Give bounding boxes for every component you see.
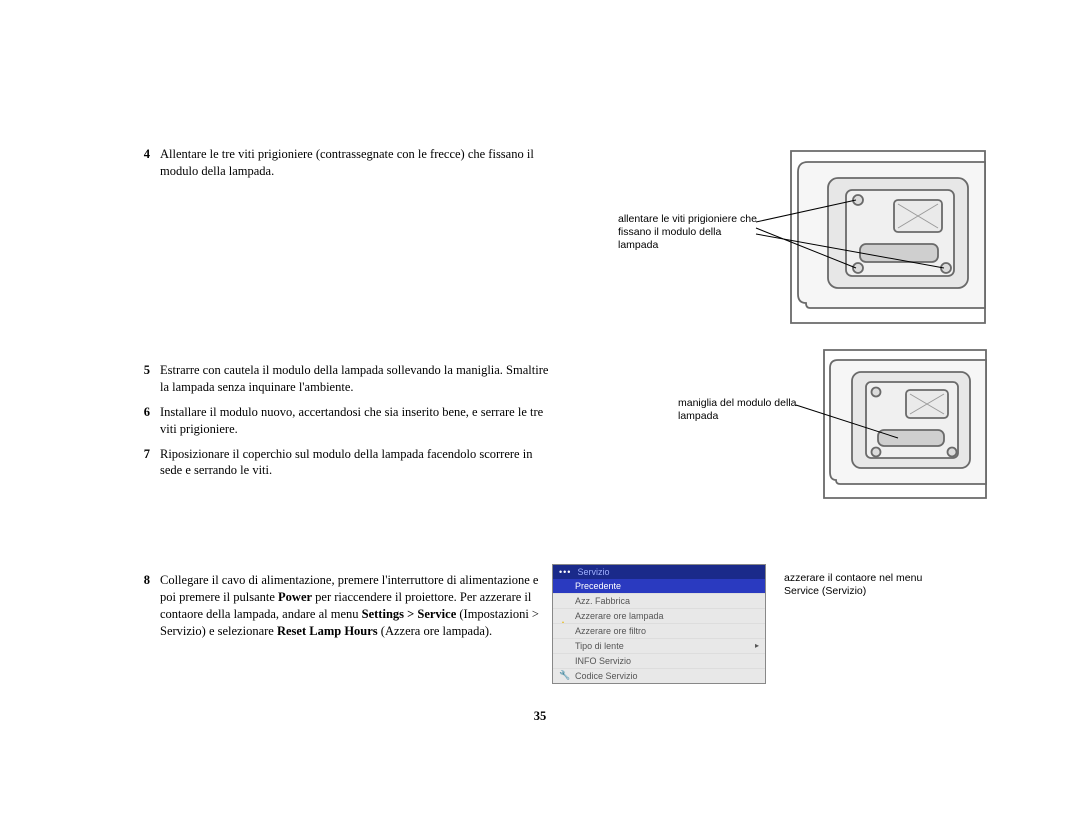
step-text: Installare il modulo nuovo, accertandosi…	[160, 404, 550, 438]
manual-page: 4 Allentare le tre viti prigioniere (con…	[0, 0, 1080, 834]
steps-5-7-block: 5 Estrarre con cautela il modulo della l…	[130, 362, 550, 487]
osd-row-label: Codice Servizio	[575, 671, 638, 681]
step-text: Estrarre con cautela il modulo della lam…	[160, 362, 550, 396]
step-4-block: 4 Allentare le tre viti prigioniere (con…	[130, 146, 550, 188]
osd-row-label: Azz. Fabbrica	[575, 596, 630, 606]
step-5: 5 Estrarre con cautela il modulo della l…	[130, 362, 550, 396]
osd-row[interactable]: 🔧 Codice Servizio	[553, 668, 765, 683]
osd-service-menu: ••• Servizio Precedente Azz. Fabbrica Az…	[552, 564, 766, 684]
osd-row-label: Tipo di lente	[575, 641, 624, 651]
step-6: 6 Installare il modulo nuovo, accertando…	[130, 404, 550, 438]
osd-title-text: Servizio	[577, 567, 609, 577]
step-number: 5	[130, 362, 150, 396]
menu-dots-icon: •••	[559, 567, 571, 577]
osd-title-bar: ••• Servizio	[553, 565, 765, 579]
step-number: 8	[130, 572, 150, 640]
lamp-module-diagram-top	[788, 148, 988, 326]
annotation-handle: maniglia del modulo della lampada	[678, 397, 798, 423]
text-fragment: (Azzera ore lampada).	[378, 624, 493, 638]
bold-reset: Reset Lamp Hours	[277, 624, 378, 638]
step-number: 4	[130, 146, 150, 180]
step-number: 7	[130, 446, 150, 480]
wrench-icon: 🔧	[559, 671, 569, 681]
bold-path: Settings > Service	[362, 607, 457, 621]
page-number: 35	[0, 709, 1080, 724]
step-4: 4 Allentare le tre viti prigioniere (con…	[130, 146, 550, 180]
step-number: 6	[130, 404, 150, 438]
osd-row-selected[interactable]: Precedente	[553, 579, 765, 593]
osd-row[interactable]: INFO Servizio	[553, 653, 765, 668]
annotation-reset: azzerare il contaore nel menu Service (S…	[784, 572, 954, 598]
step-text: Riposizionare il coperchio sul modulo de…	[160, 446, 550, 480]
osd-row-label: Precedente	[575, 581, 621, 591]
step-8: 8 Collegare il cavo di alimentazione, pr…	[130, 572, 550, 640]
osd-row-label: Azzerare ore filtro	[575, 626, 646, 636]
osd-row[interactable]: Azzerare ore lampada	[553, 608, 765, 623]
submenu-arrow-icon: ▸	[755, 641, 759, 650]
annotation-screws: allentare le viti prigioniere che fissan…	[618, 213, 758, 252]
osd-row[interactable]: Azzerare ore filtro	[553, 623, 765, 638]
step-7: 7 Riposizionare il coperchio sul modulo …	[130, 446, 550, 480]
step-8-block: 8 Collegare il cavo di alimentazione, pr…	[130, 572, 550, 648]
bold-power: Power	[278, 590, 312, 604]
lamp-module-diagram-handle	[822, 348, 988, 500]
osd-row[interactable]: Azz. Fabbrica	[553, 593, 765, 608]
osd-row-label: Azzerare ore lampada	[575, 611, 664, 621]
step-text: Allentare le tre viti prigioniere (contr…	[160, 146, 550, 180]
osd-row[interactable]: Tipo di lente ▸	[553, 638, 765, 653]
step-text: Collegare il cavo di alimentazione, prem…	[160, 572, 550, 640]
osd-row-label: INFO Servizio	[575, 656, 631, 666]
